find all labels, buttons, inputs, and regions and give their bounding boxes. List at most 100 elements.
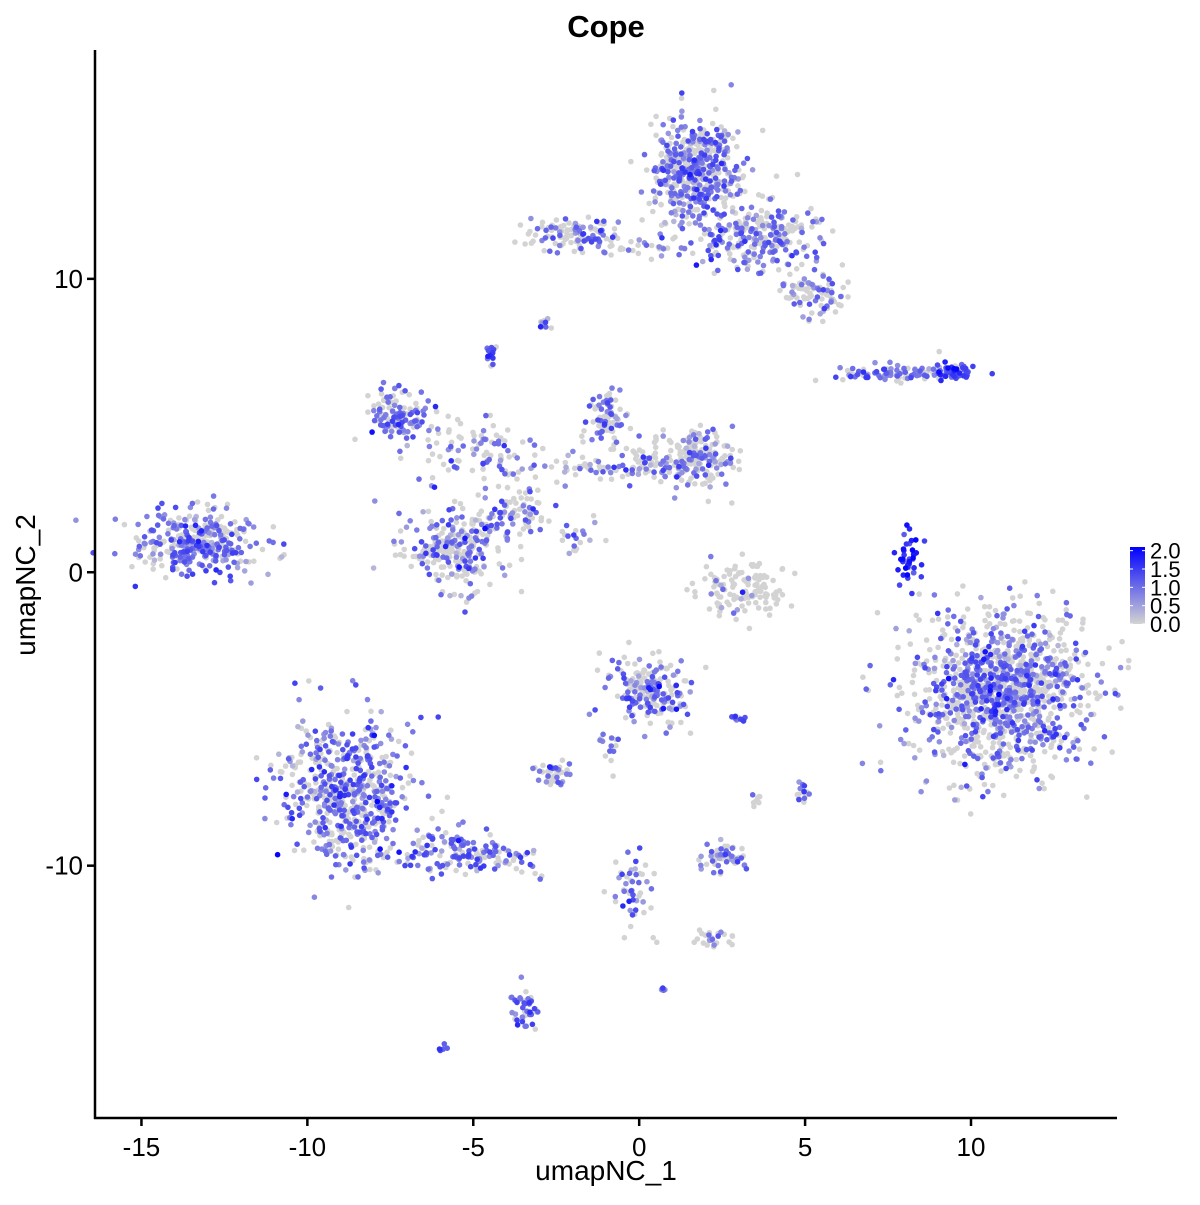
cell-point — [552, 765, 559, 771]
cell-point — [616, 659, 622, 666]
cell-point — [646, 663, 652, 669]
cell-point — [951, 613, 957, 620]
cell-point — [673, 459, 679, 465]
cell-point — [391, 538, 397, 545]
cell-point — [660, 167, 667, 174]
cell-point — [410, 777, 417, 784]
cell-point — [657, 181, 664, 187]
cell-point — [356, 787, 363, 793]
cell-point — [375, 401, 382, 407]
cell-point — [566, 761, 573, 767]
cell-point — [940, 752, 947, 759]
cell-point — [480, 427, 487, 434]
cell-point — [635, 250, 642, 257]
cell-point — [572, 471, 579, 478]
cell-point — [708, 184, 714, 191]
cell-point — [931, 665, 938, 672]
cell-point — [323, 788, 329, 794]
cell-point — [1125, 664, 1132, 671]
cell-point — [1086, 690, 1092, 696]
cell-point — [563, 771, 570, 777]
cell-point — [744, 215, 751, 221]
cell-point — [290, 793, 297, 800]
cell-point — [691, 443, 698, 450]
cell-point — [531, 462, 537, 469]
cell-point — [926, 696, 933, 702]
cell-point — [376, 760, 383, 767]
cell-point — [343, 867, 349, 873]
cell-point — [712, 441, 718, 447]
cell-point — [971, 743, 977, 749]
cell-point — [498, 498, 505, 505]
cell-point — [728, 455, 734, 462]
cell-point — [1020, 654, 1027, 660]
cell-point — [541, 247, 547, 254]
cell-point — [697, 222, 704, 228]
cell-point — [1024, 668, 1030, 674]
cell-point — [1017, 713, 1024, 719]
cell-point — [294, 789, 301, 795]
cell-point — [397, 404, 403, 411]
cell-point — [475, 492, 482, 498]
cell-point — [374, 852, 381, 859]
cell-point — [439, 572, 446, 578]
cell-point — [459, 514, 465, 520]
cell-point — [384, 854, 391, 860]
cell-point — [723, 481, 729, 487]
cell-point — [610, 419, 616, 426]
cell-point — [331, 802, 337, 808]
cell-point — [241, 568, 248, 574]
cell-point — [262, 815, 268, 822]
cell-point — [998, 768, 1004, 774]
cell-point — [407, 862, 414, 869]
cell-point — [739, 205, 745, 212]
cell-point — [360, 859, 367, 865]
cell-point — [317, 809, 323, 815]
cell-point — [917, 368, 923, 374]
cell-point — [391, 402, 398, 409]
cell-point — [434, 552, 440, 558]
cell-point — [636, 845, 643, 851]
cell-point — [672, 152, 679, 158]
cell-point — [436, 1046, 443, 1052]
cell-point — [701, 210, 707, 216]
cell-point — [299, 800, 306, 806]
cell-point — [170, 552, 176, 558]
cell-point — [692, 589, 698, 595]
cell-point — [749, 226, 755, 232]
cell-point — [333, 861, 339, 868]
cell-point — [493, 432, 500, 439]
cell-point — [545, 773, 551, 779]
cell-point — [531, 442, 538, 448]
cell-point — [699, 466, 706, 472]
cell-point — [295, 759, 302, 765]
cell-point — [744, 155, 751, 162]
cell-point — [626, 704, 633, 710]
cell-point — [371, 783, 378, 790]
cell-point — [471, 846, 478, 852]
cell-point — [527, 1009, 533, 1015]
cell-point — [700, 166, 707, 173]
cell-point — [292, 680, 298, 686]
cell-point — [270, 775, 277, 781]
cell-point — [1029, 747, 1035, 753]
cell-point — [685, 209, 692, 215]
cell-point — [1069, 711, 1075, 718]
cell-point — [480, 460, 486, 467]
cell-point — [497, 452, 504, 459]
cell-point — [353, 841, 359, 848]
cell-point — [625, 689, 631, 695]
cell-point — [957, 682, 964, 688]
cell-point — [936, 739, 943, 745]
cell-point — [562, 459, 569, 466]
cell-point — [429, 474, 436, 481]
cell-point — [478, 521, 485, 528]
cell-point — [1001, 700, 1007, 706]
cell-point — [566, 220, 572, 226]
cell-point — [648, 256, 655, 263]
cell-point — [729, 446, 735, 453]
cell-point — [974, 733, 981, 740]
cell-point — [703, 861, 710, 868]
cell-point — [650, 934, 656, 941]
cell-point — [210, 493, 217, 499]
